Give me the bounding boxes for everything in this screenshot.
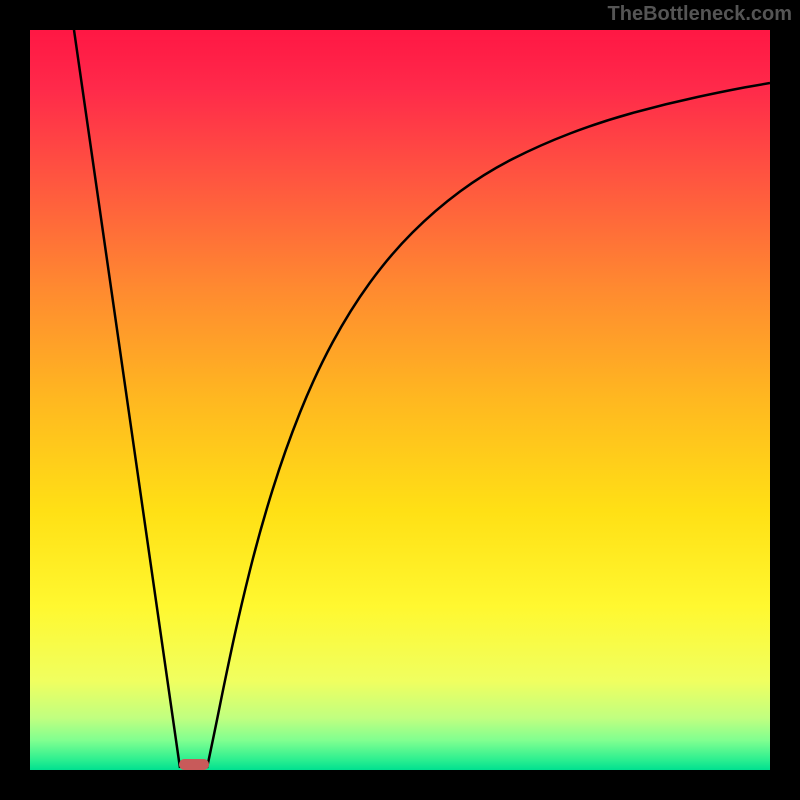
- plot-svg: [30, 30, 770, 770]
- chart-container: TheBottleneck.com: [0, 0, 800, 800]
- gradient-background: [30, 30, 770, 770]
- watermark-text: TheBottleneck.com: [608, 3, 792, 26]
- minimum-marker: [179, 759, 209, 770]
